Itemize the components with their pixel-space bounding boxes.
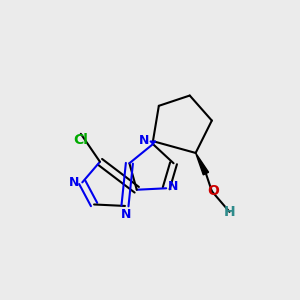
Text: N: N [121, 208, 132, 221]
Text: Cl: Cl [74, 133, 88, 147]
Polygon shape [196, 153, 208, 175]
Text: O: O [207, 184, 219, 198]
Text: N: N [168, 180, 179, 193]
Text: H: H [224, 205, 235, 219]
Text: N: N [69, 176, 79, 189]
Polygon shape [150, 141, 156, 144]
Text: N: N [139, 134, 149, 147]
